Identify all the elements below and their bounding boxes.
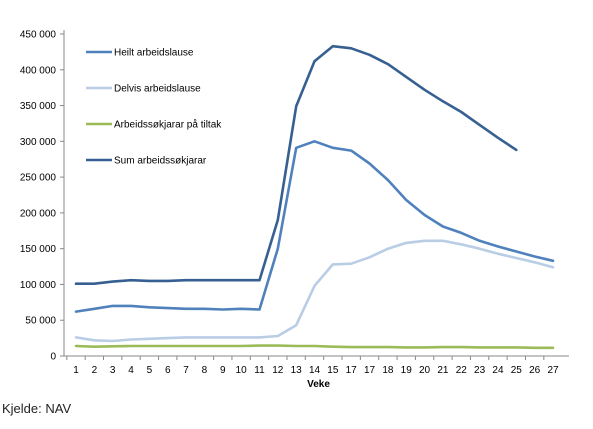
x-tick-label: 14 xyxy=(309,365,321,376)
x-tick-label: 18 xyxy=(382,365,394,376)
legend-label: Arbeidssøkjarar på tiltak xyxy=(114,119,222,131)
y-tick-label: 450 000 xyxy=(20,30,57,41)
series-line-2 xyxy=(74,239,555,343)
y-tick-label: 300 000 xyxy=(20,137,57,148)
source-note: Kjelde: NAV xyxy=(2,401,72,416)
series-line-3 xyxy=(74,344,555,350)
x-tick-label: 4 xyxy=(128,365,134,376)
x-tick-label: 2 xyxy=(92,365,98,376)
x-tick-label: 26 xyxy=(529,365,541,376)
y-tick-label: 150 000 xyxy=(20,244,57,255)
x-tick-label: 24 xyxy=(492,365,504,376)
legend-label: Heilt arbeidslause xyxy=(114,48,194,59)
x-tick-label: 23 xyxy=(474,365,486,376)
x-tick-label: 11 xyxy=(254,365,265,376)
y-tick-label: 200 000 xyxy=(20,208,57,219)
x-tick-label: 10 xyxy=(236,365,248,376)
line-chart: 0 50 000 100 000 150 000 200 000 250 000 300 0… xyxy=(20,30,569,390)
x-tick-label: 22 xyxy=(456,365,468,376)
y-tick-label: 100 000 xyxy=(20,280,57,291)
x-tick-label: 7 xyxy=(183,365,189,376)
y-tick-label: 400 000 xyxy=(20,65,57,76)
y-tick-label: 250 000 xyxy=(20,173,57,184)
x-tick-label: 19 xyxy=(401,365,413,376)
legend-label: Sum arbeidssøkjarar xyxy=(114,156,207,167)
x-tick-label: 1 xyxy=(73,365,79,376)
series-lines xyxy=(74,44,555,350)
x-tick-label: 6 xyxy=(165,365,171,376)
y-tick-label: 50 000 xyxy=(25,316,56,327)
x-tick-label: 9 xyxy=(220,365,226,376)
axes: 0 50 000 100 000 150 000 200 000 250 000 300 0… xyxy=(20,30,569,390)
x-tick-label: 27 xyxy=(547,365,559,376)
legend: Heilt arbeidslause Delvis arbeidslause Arb… xyxy=(86,48,222,167)
series-line-4 xyxy=(74,44,518,285)
x-tick-label: 17 xyxy=(364,365,376,376)
y-tick-label: 350 000 xyxy=(20,101,57,112)
x-tick-label: 12 xyxy=(272,365,284,376)
x-tick-label: 15 xyxy=(327,365,339,376)
x-axis-title: Veke xyxy=(307,379,330,390)
x-tick-label: 25 xyxy=(511,365,523,376)
x-tick-label: 21 xyxy=(437,365,449,376)
x-tick-label: 13 xyxy=(291,365,303,376)
y-tick-label: 0 xyxy=(50,352,56,363)
x-tick-label: 5 xyxy=(147,365,153,376)
x-tick-label: 17 xyxy=(346,365,358,376)
x-tick-label: 3 xyxy=(110,365,116,376)
x-tick-label: 20 xyxy=(419,365,431,376)
legend-label: Delvis arbeidslause xyxy=(114,84,201,95)
x-tick-label: 8 xyxy=(202,365,208,376)
series-line-1 xyxy=(74,140,555,313)
